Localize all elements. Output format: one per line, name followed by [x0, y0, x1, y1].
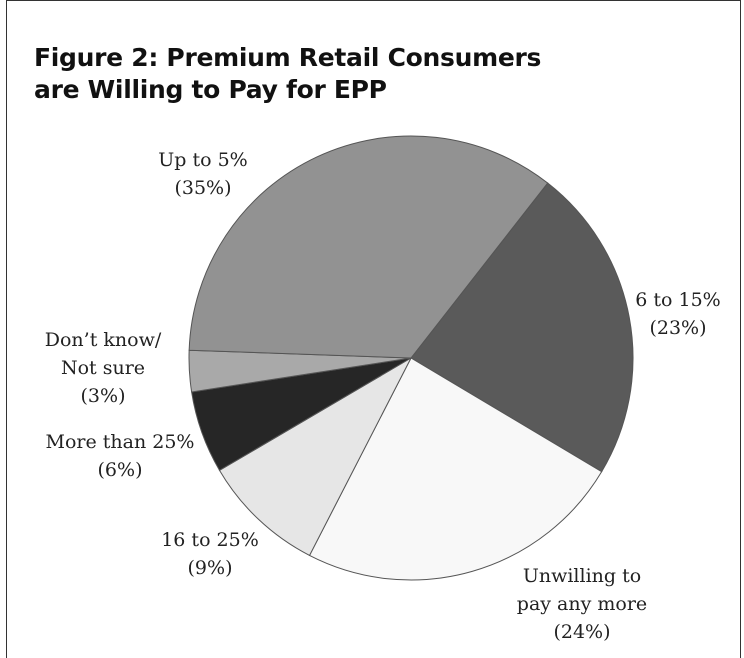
slice-label-2-line-0: 16 to 25% — [161, 529, 259, 551]
chart-title-line-1: Figure 2: Premium Retail Consumers — [34, 43, 542, 72]
slice-label-3: More than 25% (6%) — [46, 431, 195, 481]
slice-label-0-line-0: 6 to 15% — [635, 289, 720, 311]
slice-label-1: Unwilling to pay any more (24%) — [517, 565, 647, 643]
figure-frame — [6, 0, 741, 658]
slice-label-2-line-1: (9%) — [188, 557, 233, 579]
slice-label-0-line-1: (23%) — [649, 317, 706, 339]
slice-label-4-line-1: Not sure — [61, 357, 145, 379]
slice-label-1-line-0: Unwilling to — [523, 565, 641, 587]
pie-slice-2 — [218, 356, 413, 557]
chart-title: Figure 2: Premium Retail Consumers are W… — [34, 42, 541, 106]
slice-label-4: Don’t know/Not sure (3%) — [45, 329, 162, 407]
pie-slices — [188, 135, 634, 581]
slice-label-3-line-1: (6%) — [98, 459, 143, 481]
slice-label-5-line-0: Up to 5% — [158, 149, 247, 171]
slice-label-1-line-2: (24%) — [553, 621, 610, 643]
chart-title-line-2: are Willing to Pay for EPP — [34, 75, 387, 104]
slice-label-5-line-1: (35%) — [174, 177, 231, 199]
pie-slice-0 — [410, 182, 634, 473]
slice-labels: 6 to 15% (23%) Unwilling to pay any more (24… — [45, 149, 721, 643]
slice-label-4-line-0: Don’t know/ — [45, 329, 162, 351]
slice-label-3-line-0: More than 25% — [46, 431, 195, 453]
slice-label-4-line-2: (3%) — [81, 385, 126, 407]
pie-slice-5 — [188, 135, 549, 359]
slice-label-5: Up to 5% (35%) — [158, 149, 247, 199]
slice-label-0: 6 to 15% (23%) — [635, 289, 720, 339]
slice-label-2: 16 to 25% (9%) — [161, 529, 259, 579]
slice-label-1-line-1: pay any more — [517, 593, 647, 615]
